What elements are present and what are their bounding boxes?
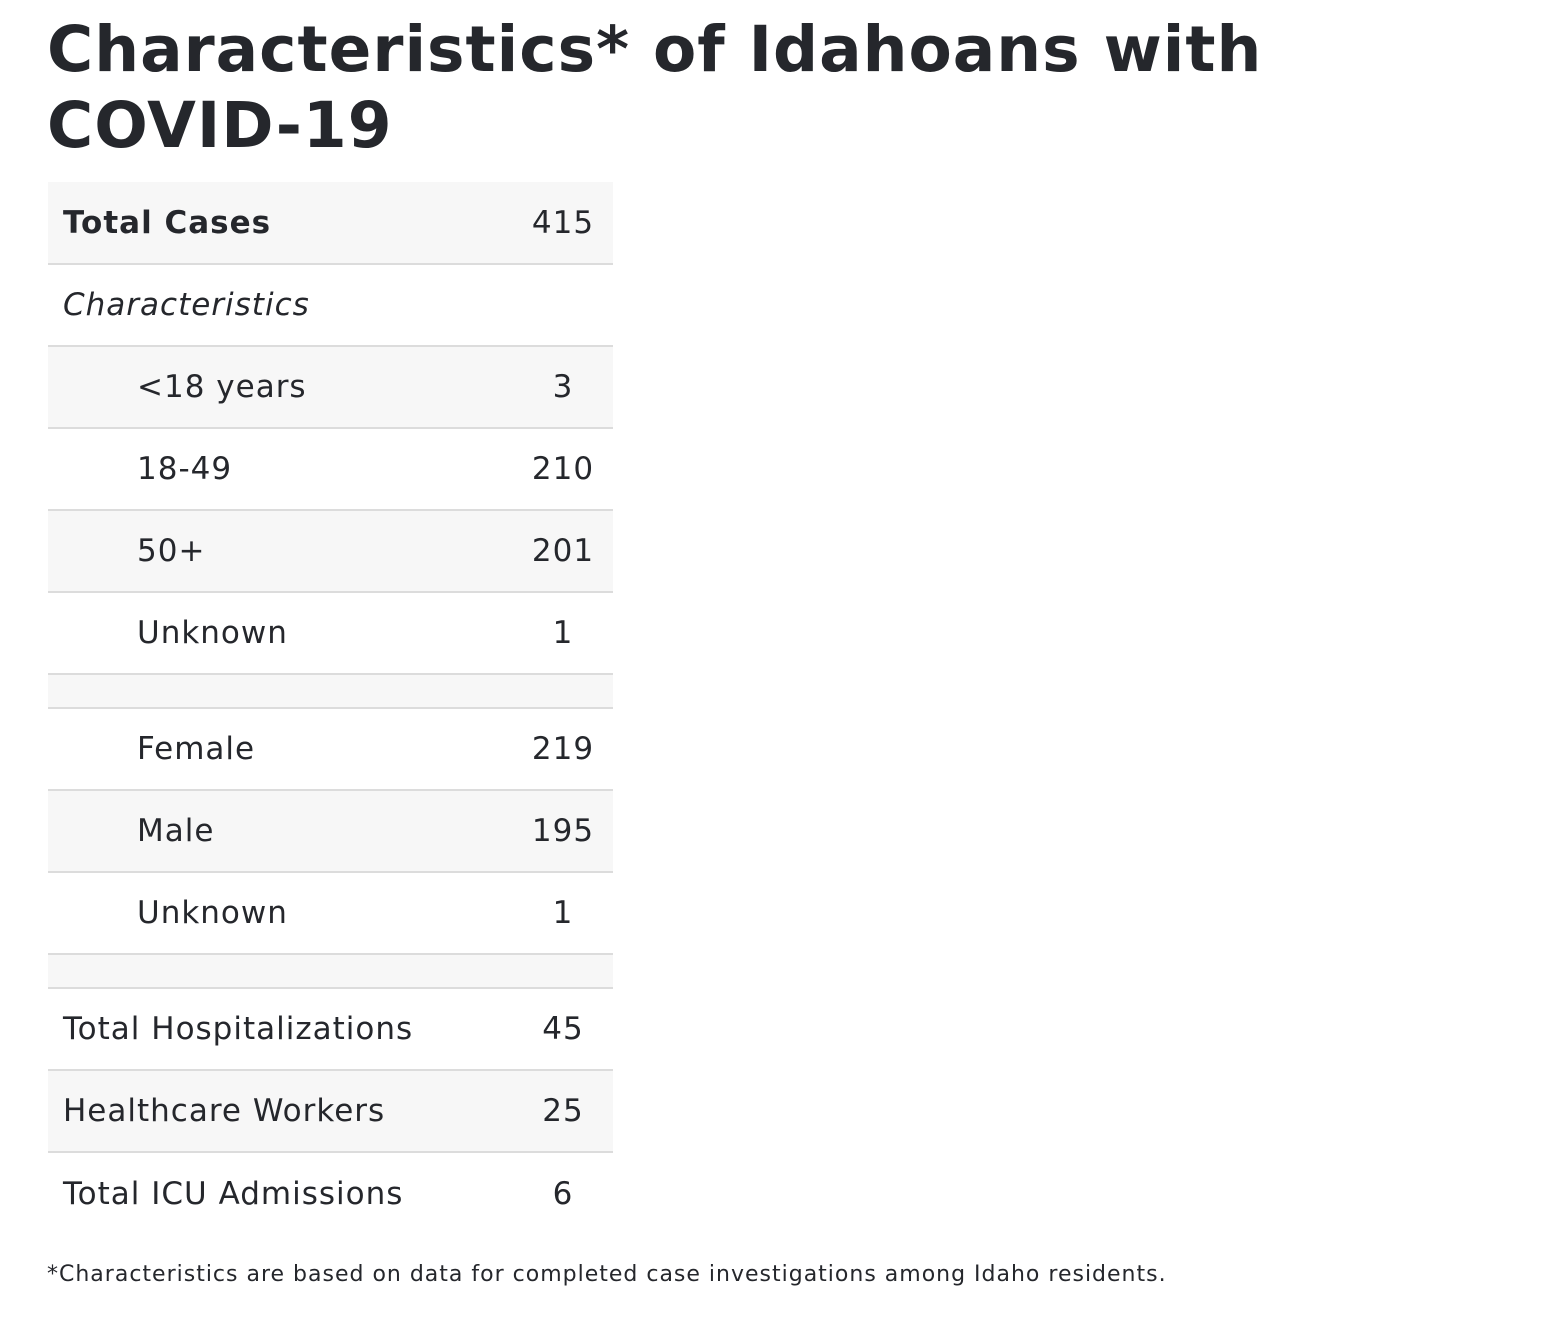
table-row: Male 195 [48,790,613,873]
table-row: Total Hospitalizations 45 [48,988,613,1071]
empty-cell [48,674,513,709]
table-row: Healthcare Workers 25 [48,1070,613,1153]
row-label: 50+ [48,510,513,593]
row-value: 210 [513,428,613,511]
row-value: 45 [513,988,613,1071]
page-title: Characteristics* of Idahoans with COVID-… [47,13,1263,162]
table-row: 50+ 201 [48,510,613,593]
row-label: <18 years [48,346,513,429]
characteristics-table: Total Cases 415 Characteristics <18 year… [48,182,613,1234]
row-value: 195 [513,790,613,873]
table-spacer-row [48,954,613,989]
row-value: 1 [513,872,613,955]
row-label: Total Hospitalizations [48,988,513,1071]
row-label: Female [48,708,513,791]
row-value: 25 [513,1070,613,1153]
empty-cell [48,954,513,989]
row-label: 18-49 [48,428,513,511]
row-value: 1 [513,592,613,675]
row-label: Unknown [48,592,513,675]
table-spacer-row [48,674,613,709]
table-row-characteristics-heading: Characteristics [48,264,613,347]
table-row: Total ICU Admissions 6 [48,1152,613,1234]
footnote: *Characteristics are based on data for c… [47,1262,1167,1287]
table-row-total-cases: Total Cases 415 [48,182,613,265]
table-row: 18-49 210 [48,428,613,511]
row-value: 219 [513,708,613,791]
table-row: Unknown 1 [48,872,613,955]
row-label: Total ICU Admissions [63,1175,404,1212]
table-row: <18 years 3 [48,346,613,429]
section-heading: Characteristics [48,264,513,347]
empty-cell [513,674,613,709]
table-row: Female 219 [48,708,613,791]
row-value: 415 [513,182,613,265]
row-label: Total Cases [48,182,513,265]
empty-cell [513,264,613,347]
table-row: Unknown 1 [48,592,613,675]
row-label: Unknown [48,872,513,955]
row-label: Healthcare Workers [48,1070,513,1153]
row-value: 3 [513,346,613,429]
row-value: 6 [552,1175,574,1212]
row-value: 201 [513,510,613,593]
row-label: Male [48,790,513,873]
empty-cell [513,954,613,989]
